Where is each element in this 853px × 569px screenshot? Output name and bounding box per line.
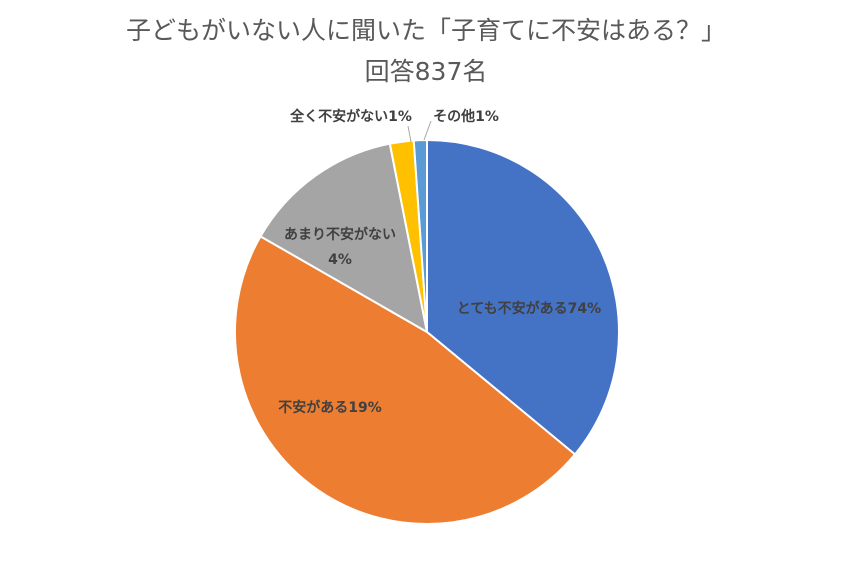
slice-other	[412, 138, 428, 333]
slice-not-very-anxious	[259, 142, 429, 334]
slice-label-anxious: 不安がある19%	[278, 399, 382, 416]
slice-label-not-very-anxious-pct: 4%	[328, 252, 352, 268]
pie-slices	[234, 138, 620, 526]
slice-label-very-anxious: とても不安がある74%	[457, 300, 601, 317]
slice-label-not-anxious-at-all: 全く不安がない1%	[289, 108, 412, 125]
leader-line-zenku	[407, 125, 412, 143]
slice-anxious	[234, 234, 577, 526]
chart-title: 子どもがいない人に聞いた「子育てに不安はある？」	[126, 16, 726, 45]
slice-labels: とても不安がある74% 不安がある19% あまり不安がない 4% 全く不安がない…	[278, 108, 601, 416]
slice-label-not-very-anxious: あまり不安がない	[284, 226, 396, 243]
chart-subtitle: 回答837名	[365, 57, 488, 86]
slice-very-anxious	[426, 138, 620, 456]
slice-label-other: その他1%	[433, 108, 499, 125]
leader-line-other	[423, 120, 432, 141]
